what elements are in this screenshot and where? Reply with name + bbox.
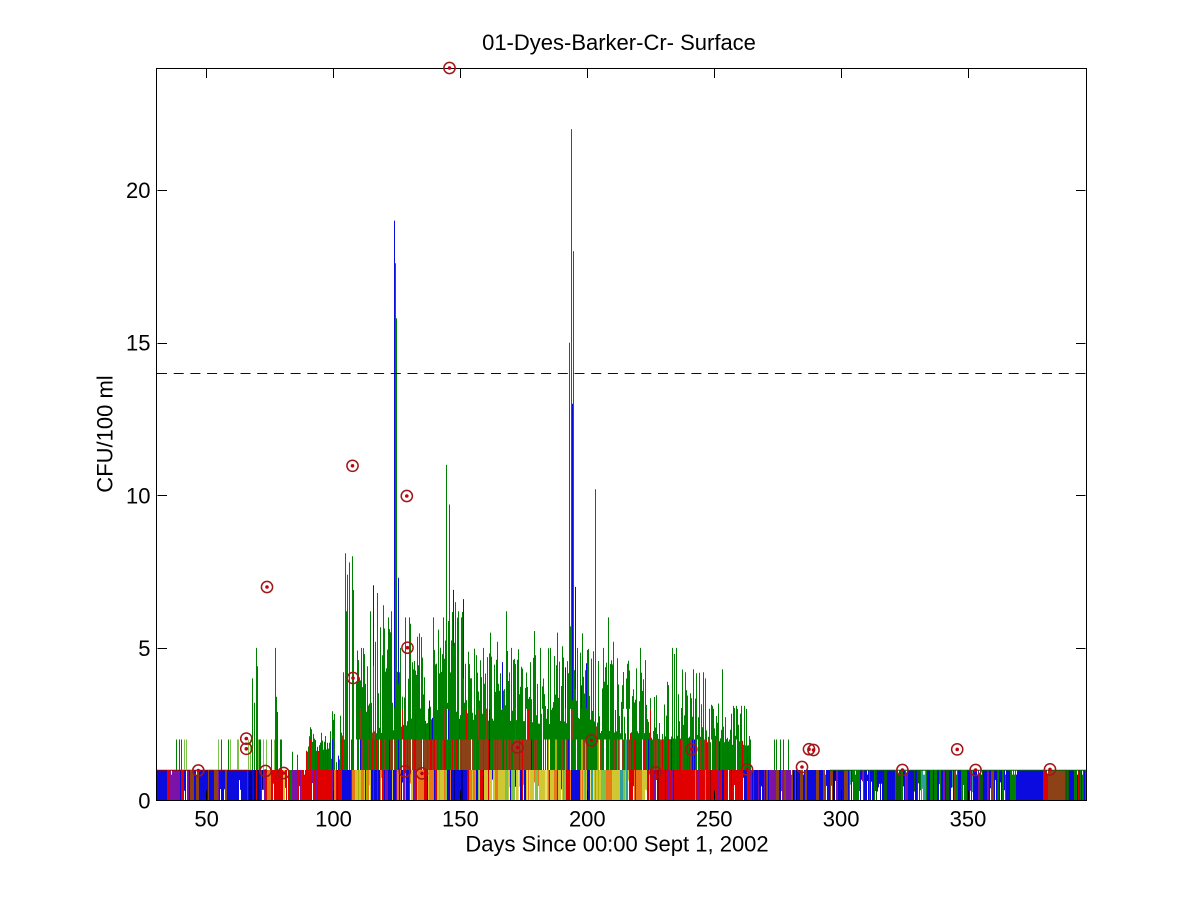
svg-text:CFU/100 ml: CFU/100 ml (93, 375, 118, 492)
svg-text:01-Dyes-Barker-Cr- Surface: 01-Dyes-Barker-Cr- Surface (482, 30, 756, 55)
svg-text:10: 10 (126, 483, 150, 508)
svg-text:15: 15 (126, 331, 150, 356)
svg-text:300: 300 (823, 807, 860, 832)
svg-text:250: 250 (696, 807, 733, 832)
svg-text:150: 150 (442, 807, 479, 832)
svg-text:350: 350 (950, 807, 987, 832)
svg-text:100: 100 (315, 807, 352, 832)
svg-text:0: 0 (138, 789, 150, 814)
svg-text:50: 50 (194, 807, 218, 832)
svg-text:20: 20 (126, 178, 150, 203)
svg-text:Days Since 00:00 Sept 1, 2002: Days Since 00:00 Sept 1, 2002 (465, 832, 768, 857)
svg-text:5: 5 (138, 636, 150, 661)
svg-text:200: 200 (569, 807, 606, 832)
